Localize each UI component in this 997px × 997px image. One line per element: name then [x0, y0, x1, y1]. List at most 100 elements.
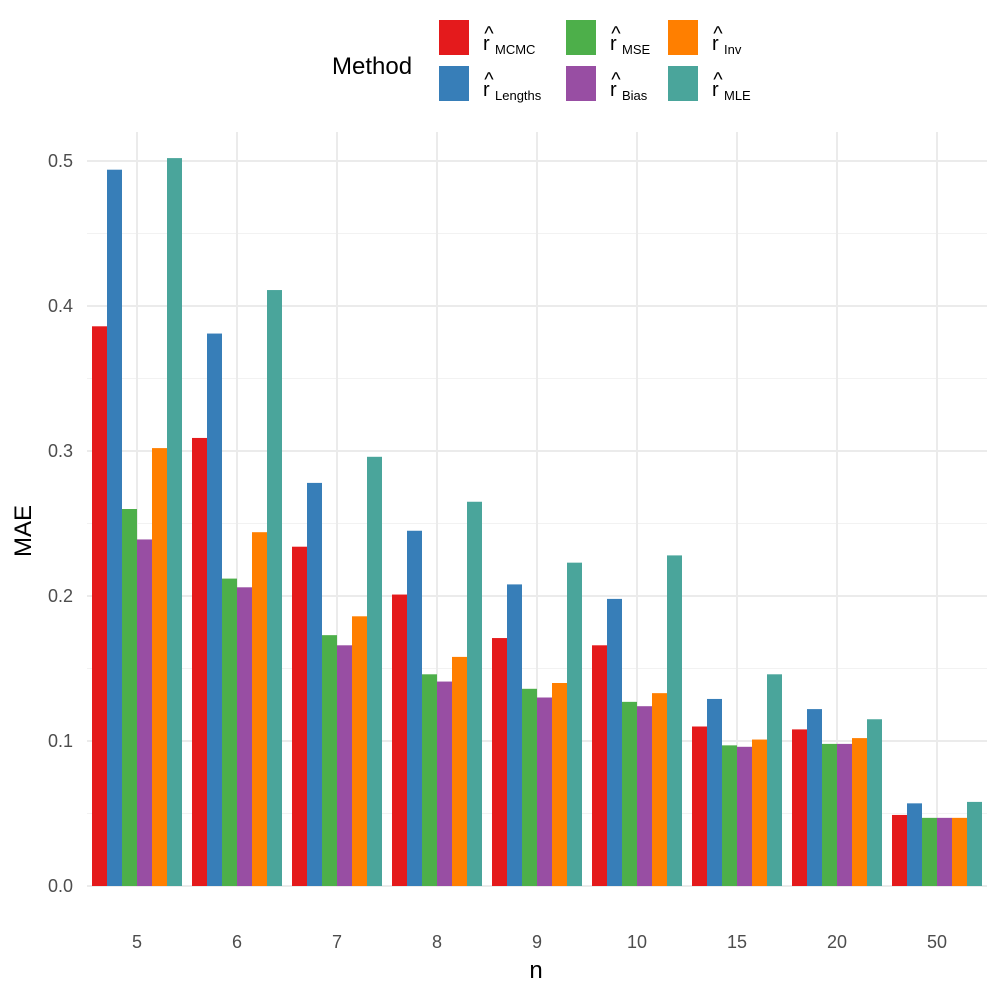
- legend-entry-mcmc: ^r MCMC: [439, 20, 535, 57]
- bar-inv-6: [252, 532, 267, 886]
- legend-entry-mse: ^r MSE: [566, 20, 651, 57]
- legend-key-bias: [566, 66, 596, 101]
- bar-inv-20: [852, 738, 867, 886]
- bar-lengths-5: [107, 169, 122, 886]
- legend-base: r: [610, 33, 617, 55]
- bar-mse-15: [722, 745, 737, 886]
- bar-lengths-15: [707, 698, 722, 886]
- x-tick-label: 10: [627, 932, 647, 952]
- bar-mse-6: [222, 578, 237, 886]
- bar-lengths-10: [607, 598, 622, 886]
- bar-mle-6: [267, 290, 282, 886]
- bar-mcmc-7: [292, 546, 307, 886]
- bar-mse-7: [322, 635, 337, 886]
- bar-bias-7: [337, 645, 352, 886]
- bar-inv-15: [752, 739, 767, 886]
- legend-key-mse: [566, 20, 596, 55]
- legend-entry-lengths: ^r Lengths: [439, 66, 542, 103]
- legend-subscript: Lengths: [495, 88, 542, 103]
- legend-hat: ^: [611, 69, 621, 91]
- y-tick-label: 0.2: [48, 586, 73, 606]
- y-tick-label: 0.0: [48, 876, 73, 896]
- bar-mle-10: [667, 555, 682, 886]
- bar-lengths-7: [307, 482, 322, 886]
- legend-subscript: Inv: [724, 42, 742, 57]
- bar-lengths-20: [807, 709, 822, 886]
- legend-entry-inv: ^r Inv: [668, 20, 742, 57]
- y-axis-title: MAE: [10, 505, 37, 557]
- bar-lengths-50: [907, 803, 922, 886]
- legend-base: r: [712, 79, 719, 101]
- legend-base: r: [483, 79, 490, 101]
- x-tick-label: 15: [727, 932, 747, 952]
- bar-bias-15: [737, 746, 752, 886]
- bar-bias-50: [937, 817, 952, 886]
- bar-bias-5: [137, 539, 152, 886]
- legend-key-mcmc: [439, 20, 469, 55]
- bar-bias-8: [437, 681, 452, 886]
- bar-mcmc-8: [392, 594, 407, 886]
- bar-lengths-8: [407, 530, 422, 886]
- legend-base: r: [483, 33, 490, 55]
- bar-inv-8: [452, 656, 467, 886]
- legend-key-mle: [668, 66, 698, 101]
- x-tick-label: 6: [232, 932, 242, 952]
- legend: Method ^r MCMC^r Lengths^r MSE^r Bias^r Inv^r…: [332, 20, 751, 103]
- legend-hat: ^: [713, 69, 723, 91]
- x-tick-label: 50: [927, 932, 947, 952]
- bar-mse-9: [522, 688, 537, 886]
- legend-hat: ^: [611, 23, 621, 45]
- bar-mle-50: [967, 801, 982, 886]
- x-tick-label: 7: [332, 932, 342, 952]
- y-tick-label: 0.1: [48, 731, 73, 751]
- legend-subscript: MLE: [724, 88, 751, 103]
- legend-base: r: [610, 79, 617, 101]
- bar-mcmc-20: [792, 729, 807, 886]
- bar-mse-5: [122, 509, 137, 886]
- legend-entry-mle: ^r MLE: [668, 66, 751, 103]
- bar-bias-9: [537, 697, 552, 886]
- x-axis-title: n: [529, 957, 542, 984]
- x-tick-label: 8: [432, 932, 442, 952]
- bar-bias-10: [637, 706, 652, 886]
- x-tick-label: 5: [132, 932, 142, 952]
- bar-bias-20: [837, 743, 852, 886]
- legend-hat: ^: [713, 23, 723, 45]
- bar-inv-50: [952, 817, 967, 886]
- bar-inv-9: [552, 683, 567, 886]
- legend-subscript: Bias: [622, 88, 648, 103]
- bar-inv-10: [652, 693, 667, 886]
- bar-mle-7: [367, 456, 382, 886]
- legend-hat: ^: [484, 69, 494, 91]
- y-tick-label: 0.3: [48, 441, 73, 461]
- y-axis: 0.0 0.1 0.2 0.3 0.4 0.5: [48, 151, 73, 896]
- bar-mle-20: [867, 719, 882, 886]
- bar-mse-20: [822, 743, 837, 886]
- x-tick-label: 9: [532, 932, 542, 952]
- bars: [92, 158, 982, 887]
- legend-subscript: MCMC: [495, 42, 535, 57]
- legend-base: r: [712, 33, 719, 55]
- bar-mle-9: [567, 562, 582, 886]
- legend-key-inv: [668, 20, 698, 55]
- bar-lengths-6: [207, 333, 222, 886]
- legend-hat: ^: [484, 23, 494, 45]
- x-axis: 5 6 7 8 9 10 15 20 50: [132, 932, 947, 952]
- bar-lengths-9: [507, 584, 522, 886]
- legend-key-lengths: [439, 66, 469, 101]
- bar-mcmc-9: [492, 638, 507, 886]
- legend-entry-bias: ^r Bias: [566, 66, 648, 103]
- bar-mle-5: [167, 158, 182, 887]
- y-tick-label: 0.5: [48, 151, 73, 171]
- bar-mse-8: [422, 674, 437, 886]
- legend-title: Method: [332, 53, 412, 80]
- bar-mcmc-5: [92, 326, 107, 886]
- y-tick-label: 0.4: [48, 296, 73, 316]
- bar-inv-5: [152, 448, 167, 886]
- x-tick-label: 20: [827, 932, 847, 952]
- bar-mse-50: [922, 817, 937, 886]
- bar-inv-7: [352, 616, 367, 886]
- bar-bias-6: [237, 587, 252, 886]
- bar-mcmc-15: [692, 726, 707, 886]
